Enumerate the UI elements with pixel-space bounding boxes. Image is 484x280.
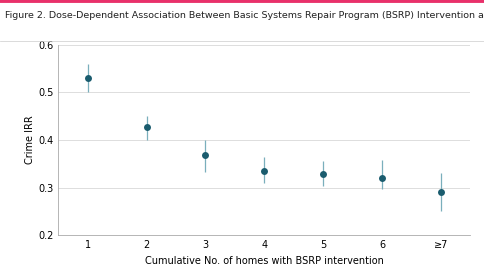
Text: Figure 2. Dose-Dependent Association Between Basic Systems Repair Program (BSRP): Figure 2. Dose-Dependent Association Bet…	[5, 11, 484, 20]
Y-axis label: Crime IRR: Crime IRR	[25, 116, 35, 164]
X-axis label: Cumulative No. of homes with BSRP intervention: Cumulative No. of homes with BSRP interv…	[145, 256, 383, 266]
